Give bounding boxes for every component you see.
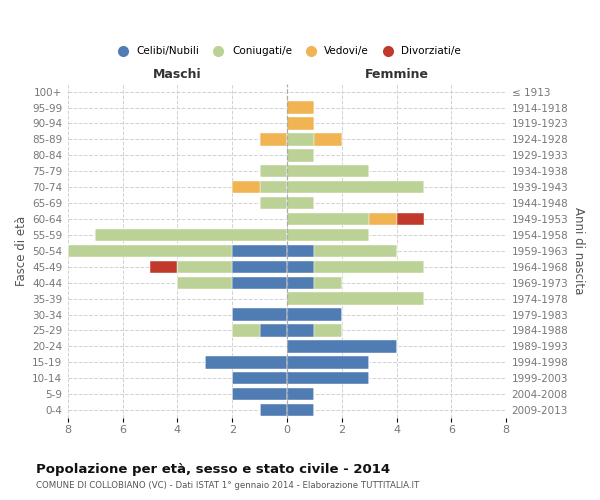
Bar	[287, 118, 314, 130]
Bar	[260, 133, 287, 145]
Bar	[287, 165, 369, 177]
Bar	[287, 372, 369, 384]
Bar	[287, 181, 424, 194]
Text: Maschi: Maschi	[153, 68, 202, 80]
Bar	[232, 388, 287, 400]
Bar	[260, 324, 287, 336]
Bar	[232, 276, 287, 289]
Bar	[397, 213, 424, 225]
Bar	[205, 356, 287, 368]
Bar	[260, 181, 287, 194]
Text: Popolazione per età, sesso e stato civile - 2014: Popolazione per età, sesso e stato civil…	[36, 462, 390, 475]
Bar	[287, 133, 314, 145]
Bar	[369, 213, 397, 225]
Bar	[150, 260, 178, 273]
Bar	[287, 102, 314, 114]
Y-axis label: Anni di nascita: Anni di nascita	[572, 207, 585, 294]
Bar	[287, 260, 314, 273]
Bar	[287, 324, 314, 336]
Bar	[287, 356, 369, 368]
Bar	[260, 197, 287, 209]
Legend: Celibi/Nubili, Coniugati/e, Vedovi/e, Divorziati/e: Celibi/Nubili, Coniugati/e, Vedovi/e, Di…	[109, 42, 465, 60]
Bar	[314, 244, 397, 257]
Bar	[232, 372, 287, 384]
Bar	[287, 340, 397, 352]
Bar	[232, 181, 260, 194]
Bar	[68, 244, 232, 257]
Bar	[260, 165, 287, 177]
Bar	[287, 308, 342, 321]
Bar	[232, 308, 287, 321]
Bar	[178, 260, 232, 273]
Bar	[287, 149, 314, 162]
Bar	[287, 213, 369, 225]
Bar	[260, 404, 287, 416]
Bar	[287, 228, 369, 241]
Bar	[287, 292, 424, 305]
Bar	[314, 260, 424, 273]
Bar	[287, 197, 314, 209]
Bar	[178, 276, 232, 289]
Bar	[287, 276, 314, 289]
Bar	[314, 133, 342, 145]
Y-axis label: Fasce di età: Fasce di età	[15, 216, 28, 286]
Bar	[287, 388, 314, 400]
Bar	[314, 276, 342, 289]
Bar	[232, 260, 287, 273]
Text: Femmine: Femmine	[365, 68, 428, 80]
Bar	[287, 404, 314, 416]
Bar	[287, 244, 314, 257]
Text: COMUNE DI COLLOBIANO (VC) - Dati ISTAT 1° gennaio 2014 - Elaborazione TUTTITALIA: COMUNE DI COLLOBIANO (VC) - Dati ISTAT 1…	[36, 481, 419, 490]
Bar	[232, 324, 260, 336]
Bar	[95, 228, 287, 241]
Bar	[314, 324, 342, 336]
Bar	[232, 244, 287, 257]
